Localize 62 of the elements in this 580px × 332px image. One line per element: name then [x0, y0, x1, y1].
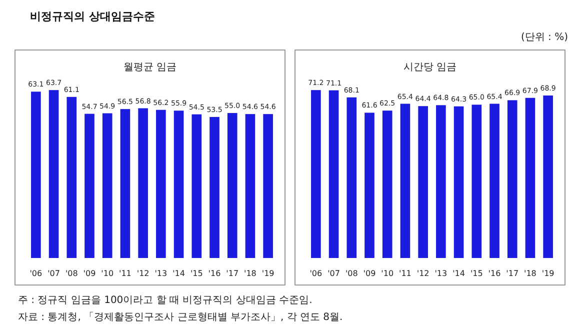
x-tick-label: '18: [524, 269, 536, 278]
x-tick-label: '17: [226, 269, 239, 278]
bar: [382, 110, 392, 258]
text: 주 : 정규직 임금을 100이라고 할 때 비정규직의 상대임금 수준임.: [18, 295, 312, 306]
bar: [66, 96, 77, 258]
bar: [525, 98, 536, 258]
bar: [84, 114, 94, 258]
x-tick-label: '11: [119, 269, 132, 278]
bar: [454, 106, 464, 258]
x-tick-label: '14: [452, 269, 465, 278]
x-tick-label: '19: [542, 269, 554, 278]
x-tick-label: '09: [83, 269, 96, 278]
bar: [418, 106, 428, 258]
x-tick-label: '16: [208, 269, 221, 278]
x-tick-label: '19: [262, 269, 274, 278]
bar: [328, 90, 339, 258]
x-tick-label: '07: [48, 269, 60, 278]
bar: [31, 92, 41, 258]
x-tick-label: '16: [488, 269, 501, 278]
bar: [192, 114, 202, 258]
bar: [543, 96, 553, 258]
bar: [102, 113, 112, 258]
bar: [364, 112, 374, 258]
x-tick-label: '15: [190, 269, 203, 278]
x-tick-label: '12: [416, 269, 430, 278]
x-tick-label: '09: [363, 269, 376, 278]
bar: [138, 108, 148, 258]
x-tick-label: '13: [434, 269, 448, 278]
bar: [120, 109, 130, 258]
x-tick-label: '11: [399, 269, 412, 278]
bar: [227, 113, 238, 258]
x-tick-label: '18: [244, 269, 256, 278]
x-tick-label: '10: [381, 269, 394, 278]
bar: [490, 104, 500, 258]
bar: [210, 116, 220, 258]
bar: [507, 100, 518, 258]
x-tick-label: '14: [172, 269, 185, 278]
bar: [156, 110, 166, 258]
x-tick-label: '08: [345, 269, 358, 278]
bar: [263, 114, 273, 258]
x-tick-label: '08: [65, 269, 78, 278]
text: (단위 : %): [520, 32, 568, 43]
x-tick-label: '17: [506, 269, 519, 278]
text: 자료 : 통계청, 「경제활동인구조사 근로형태별 부가조사」, 각 연도 8월.: [18, 311, 343, 323]
bar: [311, 90, 321, 258]
x-tick-label: '06: [30, 269, 42, 278]
chart-subtitle: 시간당 임금: [403, 62, 457, 73]
chart-subtitle: 월평균 임금: [123, 62, 177, 73]
x-tick-label: '15: [470, 269, 483, 278]
bar: [436, 105, 446, 258]
bar: [174, 110, 184, 258]
x-tick-label: '13: [154, 269, 168, 278]
bar: [245, 114, 256, 258]
bar: [48, 90, 59, 258]
chart-title: 비정규직의 상대임금수준: [30, 10, 155, 23]
bar: [400, 104, 410, 258]
x-tick-label: '06: [310, 269, 322, 278]
x-tick-label: '07: [328, 269, 340, 278]
x-tick-label: '10: [101, 269, 114, 278]
x-tick-label: '12: [136, 269, 150, 278]
bar: [346, 97, 357, 258]
bar: [472, 104, 482, 258]
